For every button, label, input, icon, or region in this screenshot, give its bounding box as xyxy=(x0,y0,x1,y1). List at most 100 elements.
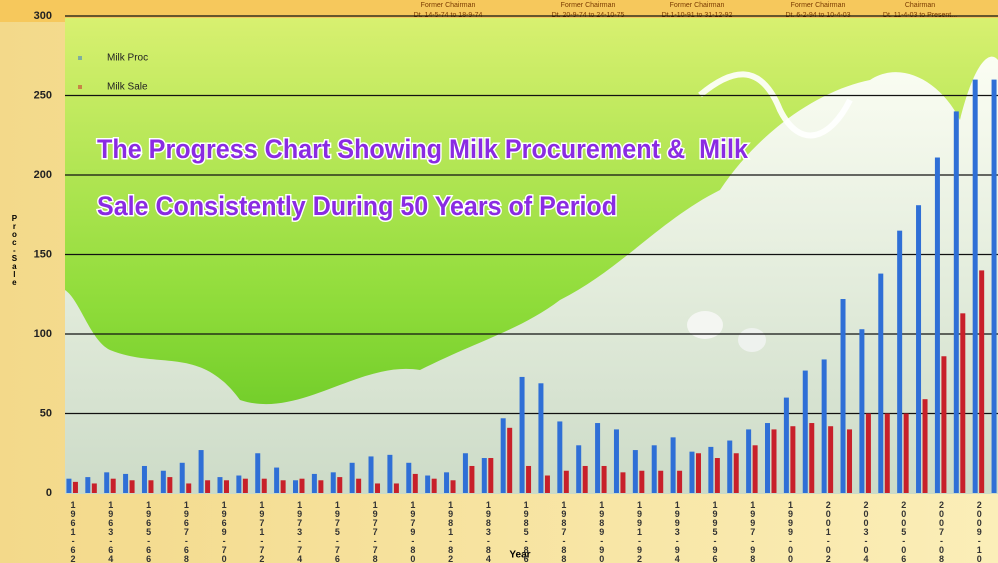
header-note: Dt. 20-9-74 to 24-10-75 xyxy=(552,12,625,19)
bar xyxy=(563,470,569,493)
bar xyxy=(934,157,940,493)
bar xyxy=(274,467,280,493)
x-tick-label: 2005-06 xyxy=(899,500,909,563)
x-tick-label: 2001-02 xyxy=(823,500,833,563)
bar xyxy=(960,313,966,493)
bar xyxy=(507,427,513,493)
x-tick-label: 1997-98 xyxy=(748,500,758,563)
bar xyxy=(337,477,343,493)
bar xyxy=(519,376,525,493)
bar xyxy=(167,477,173,493)
bar xyxy=(714,458,720,493)
y-tick-label: 50 xyxy=(40,407,52,419)
bar xyxy=(368,456,374,493)
x-tick-label: 1967-68 xyxy=(181,500,191,563)
bar xyxy=(160,470,166,493)
bar xyxy=(104,472,110,493)
bar xyxy=(223,480,229,493)
bar xyxy=(847,429,853,493)
bar xyxy=(840,299,846,493)
bar xyxy=(425,475,431,493)
bar xyxy=(859,329,865,493)
bar xyxy=(765,423,770,493)
bar xyxy=(595,423,601,493)
x-tick-label: 1973-74 xyxy=(295,500,305,563)
bar xyxy=(783,397,789,493)
bar xyxy=(261,478,267,493)
bar xyxy=(752,445,758,493)
bar xyxy=(236,475,242,493)
bar xyxy=(828,426,834,493)
bar xyxy=(406,462,412,493)
bar xyxy=(148,480,154,493)
bar xyxy=(255,453,261,493)
bar xyxy=(318,480,324,493)
bar xyxy=(658,470,664,493)
bar xyxy=(412,473,418,493)
bar xyxy=(393,483,399,493)
bar xyxy=(953,111,959,494)
bar xyxy=(922,399,928,493)
bar xyxy=(462,453,468,493)
bar xyxy=(677,470,683,493)
bar xyxy=(878,273,884,493)
y-tick-label: 100 xyxy=(34,328,52,340)
legend-label: Milk Sale xyxy=(107,82,148,93)
splash-detail xyxy=(698,71,853,139)
bar xyxy=(110,478,116,493)
header-note: Chairman xyxy=(905,2,935,9)
x-tick-label: 1975-76 xyxy=(332,500,342,563)
splash-drop xyxy=(687,311,723,339)
x-tick-label: 1963-64 xyxy=(106,500,116,563)
bar xyxy=(670,437,676,493)
bar xyxy=(330,472,336,493)
bar xyxy=(205,480,211,493)
x-tick-label: 1999-00 xyxy=(786,500,796,563)
bar xyxy=(387,454,393,493)
x-tick-label: 1981-82 xyxy=(446,500,456,563)
header-note: Former Chairman xyxy=(421,2,476,9)
bar xyxy=(727,440,733,493)
bar xyxy=(544,475,550,493)
bar xyxy=(746,429,752,493)
bar xyxy=(179,462,185,493)
bar xyxy=(601,465,607,493)
y-tick-label: 0 xyxy=(46,487,52,499)
y-tick-label: 300 xyxy=(34,10,52,22)
bar xyxy=(651,445,657,493)
bar xyxy=(689,451,695,493)
x-tick-label: 1989-90 xyxy=(597,500,607,563)
bar xyxy=(972,79,978,493)
bar xyxy=(916,205,922,493)
bar xyxy=(613,429,619,493)
x-tick-label: 2003-04 xyxy=(861,500,871,563)
legend-swatch xyxy=(78,85,82,89)
bar xyxy=(708,446,714,493)
x-tick-label: 1995-96 xyxy=(710,500,720,563)
bar xyxy=(375,483,381,493)
bar xyxy=(72,481,78,493)
y-tick-label: 200 xyxy=(34,169,52,181)
header-note: Dt.1-10-91 to 31-12-92 xyxy=(662,12,733,19)
bar xyxy=(897,230,903,493)
header-note: Dt. 11-4-03 to Present... xyxy=(883,12,957,19)
bar xyxy=(488,458,494,493)
chart-title: The Progress Chart Showing Milk Procurem… xyxy=(97,134,749,164)
x-tick-label: 1979-80 xyxy=(408,500,418,563)
bar xyxy=(639,470,645,493)
y-axis-label: Proc-Sale xyxy=(10,214,19,286)
x-tick-label: 1993-94 xyxy=(672,500,682,563)
x-tick-label: 1977-78 xyxy=(370,500,380,563)
legend-swatch xyxy=(78,56,82,60)
x-axis-label: Year xyxy=(509,550,530,561)
bar xyxy=(809,423,815,493)
bar xyxy=(884,413,890,493)
x-tick-label: 1985-86 xyxy=(521,500,531,563)
bar xyxy=(991,79,997,493)
bar xyxy=(186,483,192,493)
bar xyxy=(198,450,204,493)
x-tick-label: 1991-92 xyxy=(634,500,644,563)
bar xyxy=(802,370,808,493)
x-tick-label: 1987-88 xyxy=(559,500,569,563)
